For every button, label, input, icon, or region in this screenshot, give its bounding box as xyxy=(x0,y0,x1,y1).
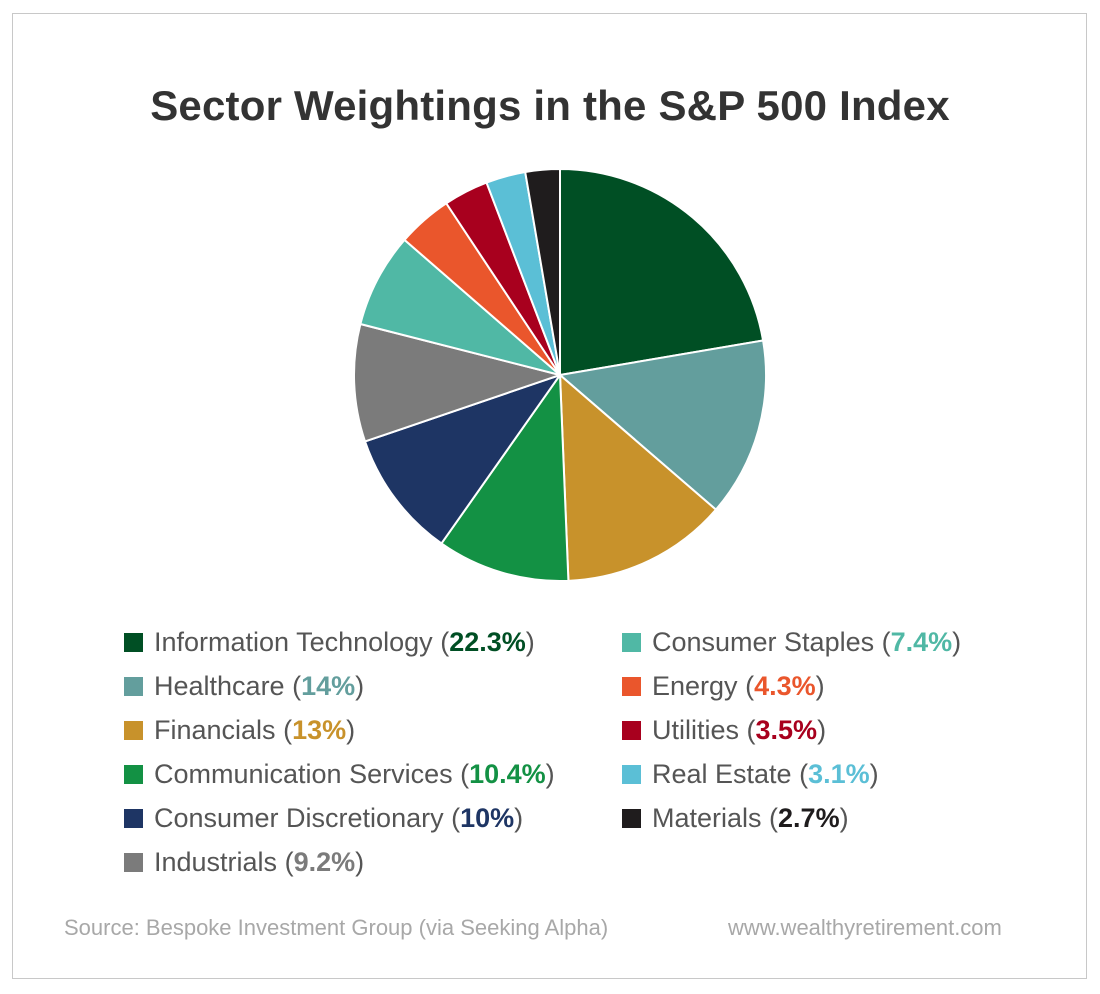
legend-swatch xyxy=(622,720,641,740)
legend-value: 14% xyxy=(301,670,356,701)
website-credit: www.wealthyretirement.com xyxy=(728,915,1002,940)
legend-label: Energy xyxy=(652,670,738,701)
pie-slice-communication-services xyxy=(440,374,570,582)
legend-swatch xyxy=(124,676,143,696)
legend-swatch xyxy=(124,764,143,784)
legend-label: Industrials xyxy=(154,846,278,877)
legend-swatch xyxy=(124,720,143,740)
legend-item-consumer-staples: Consumer Staples (7.4%) xyxy=(622,620,961,664)
legend-value: 10% xyxy=(460,802,515,833)
legend-paren-open: ( xyxy=(791,758,809,789)
chart-title: Sector Weightings in the S&P 500 Index xyxy=(150,82,950,129)
legend-item-consumer-discretionary: Consumer Discretionary (10%) xyxy=(124,796,555,840)
legend-item-utilities: Utilities (3.5%) xyxy=(622,708,961,752)
pie-slice-healthcare xyxy=(559,339,767,511)
legend-item-financials: Financials (13%) xyxy=(124,708,555,752)
legend-paren-close: ) xyxy=(815,670,825,701)
legend-label: Healthcare xyxy=(154,670,285,701)
legend-value: 13% xyxy=(292,714,347,745)
legend-paren-close: ) xyxy=(346,714,356,745)
legend-label: Real Estate xyxy=(652,758,792,789)
legend-column-left: Information Technology (22.3%) Healthcare… xyxy=(124,620,555,884)
legend-paren-open: ( xyxy=(874,626,891,657)
legend-swatch xyxy=(124,808,143,828)
legend-paren-open: ( xyxy=(432,626,450,657)
legend-paren-close: ) xyxy=(355,846,365,877)
legend-item-industrials: Industrials (9.2%) xyxy=(124,840,555,884)
legend-swatch xyxy=(622,764,641,784)
legend-paren-close: ) xyxy=(869,758,879,789)
legend-label: Information Technology xyxy=(154,626,433,657)
pie-slice-industrials xyxy=(353,323,561,443)
legend-paren-close: ) xyxy=(545,758,555,789)
legend-value: 9.2% xyxy=(293,846,356,877)
legend-value: 3.5% xyxy=(755,714,818,745)
legend-paren-open: ( xyxy=(452,758,470,789)
legend-swatch xyxy=(622,676,641,696)
legend-swatch xyxy=(124,632,143,652)
legend-label: Consumer Staples xyxy=(652,626,875,657)
legend-item-information-technology: Information Technology (22.3%) xyxy=(124,620,555,664)
legend-paren-open: ( xyxy=(443,802,461,833)
legend-item-real-estate: Real Estate (3.1%) xyxy=(622,752,961,796)
legend-swatch xyxy=(622,632,641,652)
legend-label: Materials xyxy=(652,802,762,833)
pie-chart xyxy=(353,168,767,582)
pie-slice-information-technology xyxy=(559,168,765,376)
legend-value: 22.3% xyxy=(449,626,526,657)
legend-paren-close: ) xyxy=(355,670,365,701)
legend-paren-close: ) xyxy=(817,714,827,745)
legend-paren-close: ) xyxy=(952,626,962,657)
legend-paren-open: ( xyxy=(275,714,293,745)
pie-slice-consumer-staples xyxy=(359,238,561,376)
legend-swatch xyxy=(124,852,143,872)
legend-label: Financials xyxy=(154,714,276,745)
legend-paren-close: ) xyxy=(839,802,849,833)
legend-label: Consumer Discretionary xyxy=(154,802,444,833)
legend-value: 4.3% xyxy=(754,670,816,701)
legend-paren-open: ( xyxy=(739,714,756,745)
pie-slice-consumer-discretionary xyxy=(364,374,561,545)
legend-item-healthcare: Healthcare (14%) xyxy=(124,664,555,708)
legend-item-communication-services: Communication Services (10.4%) xyxy=(124,752,555,796)
legend-value: 10.4% xyxy=(469,758,546,789)
legend-paren-close: ) xyxy=(514,802,524,833)
legend-item-materials: Materials (2.7%) xyxy=(622,796,961,840)
pie-slice-materials xyxy=(524,168,561,376)
legend-label: Utilities xyxy=(652,714,740,745)
pie-slice-financials xyxy=(559,374,717,582)
source-note: Source: Bespoke Investment Group (via Se… xyxy=(64,915,609,940)
legend-value: 3.1% xyxy=(808,758,870,789)
legend-paren-open: ( xyxy=(277,846,294,877)
legend-value: 2.7% xyxy=(778,802,840,833)
legend-paren-open: ( xyxy=(284,670,302,701)
legend-paren-open: ( xyxy=(761,802,779,833)
legend-column-right: Consumer Staples (7.4%) Energy (4.3%) Util… xyxy=(622,620,961,840)
legend-swatch xyxy=(622,808,641,828)
legend-paren-close: ) xyxy=(525,626,535,657)
legend-item-energy: Energy (4.3%) xyxy=(622,664,961,708)
legend-paren-open: ( xyxy=(737,670,755,701)
legend-label: Communication Services xyxy=(154,758,453,789)
legend-value: 7.4% xyxy=(890,626,953,657)
